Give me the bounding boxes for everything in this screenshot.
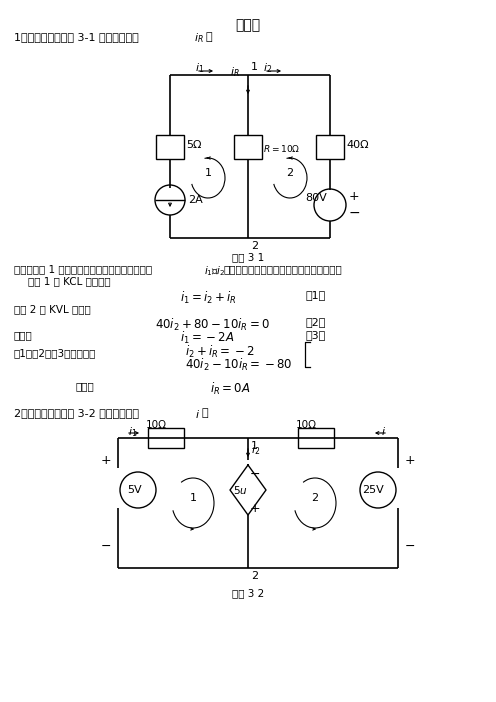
Text: 2: 2: [286, 168, 294, 178]
Text: 2: 2: [251, 571, 258, 581]
Text: $40i_2 + 80 - 10i_R = 0$: $40i_2 + 80 - 10i_R = 0$: [155, 317, 270, 333]
Text: $i$: $i$: [381, 425, 386, 437]
Text: 图题 3 2: 图题 3 2: [232, 588, 264, 598]
Text: 1．用支路法求图题 3-1 电路中的电流: 1．用支路法求图题 3-1 电路中的电流: [14, 32, 139, 42]
Text: 40Ω: 40Ω: [346, 140, 369, 150]
Text: 1: 1: [251, 62, 258, 72]
Circle shape: [314, 189, 346, 221]
Circle shape: [360, 472, 396, 508]
Text: $i_R$: $i_R$: [194, 32, 204, 46]
Text: 2: 2: [311, 493, 318, 503]
Text: −: −: [405, 540, 415, 552]
Text: （1）: （1）: [305, 290, 325, 300]
Text: 1: 1: [189, 493, 196, 503]
Text: 网孔 2 的 KVL 方程为: 网孔 2 的 KVL 方程为: [14, 304, 91, 314]
Text: $i_R$: $i_R$: [230, 65, 240, 79]
Text: 解：选节点 1 为独立节点，网孔为独立回路。设: 解：选节点 1 为独立节点，网孔为独立回路。设: [14, 264, 152, 274]
Text: $i_R = 0A$: $i_R = 0A$: [210, 381, 250, 397]
Text: −: −: [250, 468, 260, 480]
Text: $i_1 = i_2 + i_R$: $i_1 = i_2 + i_R$: [180, 290, 237, 306]
Text: +: +: [405, 453, 415, 467]
Text: （3）: （3）: [305, 330, 325, 340]
Bar: [316, 135, 344, 159]
Text: $i_2 + i_R = -2$: $i_2 + i_R = -2$: [185, 344, 255, 360]
Text: $40i_2 - 10i_R = -80$: $40i_2 - 10i_R = -80$: [185, 357, 293, 373]
Text: 2．用支路法求图题 3-2 电路中的电流: 2．用支路法求图题 3-2 电路中的电流: [14, 408, 139, 418]
Text: 。: 。: [201, 408, 208, 418]
Circle shape: [120, 472, 156, 508]
Text: （1）（2）（3）联立得：: （1）（2）（3）联立得：: [14, 348, 96, 358]
Text: 5Ω: 5Ω: [186, 140, 201, 150]
Bar: [234, 135, 262, 159]
Bar: [298, 428, 334, 448]
Text: $i$: $i$: [195, 409, 200, 420]
Text: 80V: 80V: [305, 193, 327, 203]
Text: 习题三: 习题三: [236, 18, 260, 32]
Text: $i_1$: $i_1$: [128, 425, 137, 439]
Text: +: +: [101, 453, 111, 467]
Text: 1: 1: [204, 168, 211, 178]
Text: −: −: [349, 206, 361, 220]
Text: 10Ω: 10Ω: [145, 420, 167, 430]
Text: 10Ω: 10Ω: [296, 420, 316, 430]
Text: −: −: [101, 540, 111, 552]
Text: 2: 2: [251, 241, 258, 251]
Text: $i_1 = -2A$: $i_1 = -2A$: [180, 330, 235, 346]
Text: +: +: [349, 190, 360, 204]
Text: $i_1$: $i_1$: [195, 61, 205, 75]
Text: +: +: [250, 501, 260, 515]
Text: 是两个支路电流，回路的绕行方向如图所示: 是两个支路电流，回路的绕行方向如图所示: [224, 264, 343, 274]
Text: $i_2$: $i_2$: [251, 443, 260, 457]
Circle shape: [155, 185, 185, 215]
Text: $i_2$: $i_2$: [263, 61, 273, 75]
Text: 节点 1 的 KCL 方程为：: 节点 1 的 KCL 方程为：: [28, 276, 111, 286]
Text: 。: 。: [205, 32, 212, 42]
Text: 解得：: 解得：: [75, 381, 94, 391]
Text: $i_1$，$i_2$: $i_1$，$i_2$: [204, 265, 226, 278]
Text: 25V: 25V: [362, 485, 384, 495]
Text: （2）: （2）: [305, 317, 325, 327]
Text: 2A: 2A: [188, 195, 203, 205]
Text: 图题 3 1: 图题 3 1: [232, 252, 264, 262]
Text: 1: 1: [251, 441, 258, 451]
Text: $R=10\Omega$: $R=10\Omega$: [263, 143, 300, 154]
Text: 5V: 5V: [127, 485, 142, 495]
Bar: [156, 135, 184, 159]
Text: 已知：: 已知：: [14, 330, 33, 340]
Bar: [148, 428, 184, 448]
Text: $5u$: $5u$: [233, 484, 248, 496]
